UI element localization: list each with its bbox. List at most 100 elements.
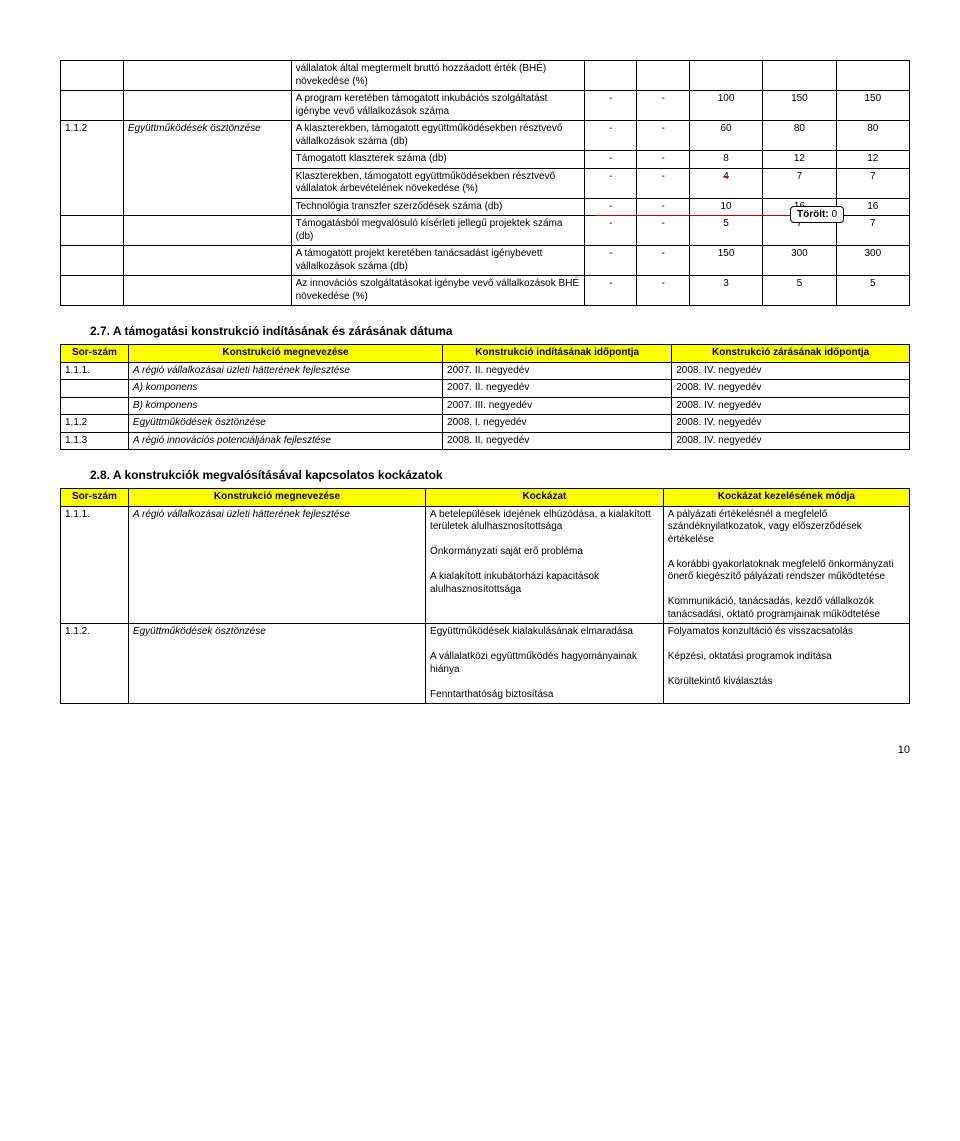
column-header: Sor-szám bbox=[61, 489, 129, 507]
row-name: Együttműködések ösztönzése bbox=[123, 121, 291, 216]
section-2-7-title: 2.7. A támogatási konstrukció indításána… bbox=[90, 324, 910, 338]
column-header: Sor-szám bbox=[61, 345, 129, 363]
value-cell: 3 bbox=[689, 276, 762, 306]
row-id bbox=[61, 246, 124, 276]
value-cell bbox=[585, 61, 637, 91]
comment-label: Törölt: bbox=[797, 209, 829, 220]
value-cell bbox=[689, 61, 762, 91]
value-cell: - bbox=[637, 91, 689, 121]
cell: A régió innovációs potenciáljának fejles… bbox=[128, 432, 442, 450]
handling-cell: Folyamatos konzultáció és visszacsatolás… bbox=[663, 624, 909, 704]
risks-table: Sor-számKonstrukció megnevezéseKockázatK… bbox=[60, 488, 910, 704]
table-row: 1.1.2Együttműködések ösztönzése2008. I. … bbox=[61, 415, 910, 433]
table-row: 1.1.2Együttműködések ösztönzéseA klaszte… bbox=[61, 121, 910, 151]
value-cell: 60 bbox=[689, 121, 762, 151]
row-name bbox=[123, 216, 291, 246]
table-row: A program keretében támogatott inkubáció… bbox=[61, 91, 910, 121]
table-row: A támogatott projekt keretében tanácsadá… bbox=[61, 246, 910, 276]
value-cell: - bbox=[585, 121, 637, 151]
section-2-8-title: 2.8. A konstrukciók megvalósításával kap… bbox=[90, 468, 910, 482]
indicator-text: Támogatásból megvalósuló kísérleti jelle… bbox=[291, 216, 585, 246]
table-row: 1.1.1.A régió vállalkozásai üzleti hátte… bbox=[61, 362, 910, 380]
cell bbox=[61, 397, 129, 415]
cell: A) komponens bbox=[128, 380, 442, 398]
table-row: 1.1.2.Együttműködések ösztönzéseEgyüttmű… bbox=[61, 624, 910, 704]
comment-old-value: 0 bbox=[831, 209, 837, 220]
value-cell: 7 bbox=[836, 216, 909, 246]
value-cell: - bbox=[585, 151, 637, 169]
table1-wrap: vállalatok által megtermelt bruttó hozzá… bbox=[60, 60, 910, 306]
cell: 2007. III. negyedév bbox=[443, 397, 672, 415]
value-cell: 80 bbox=[763, 121, 836, 151]
value-cell: - bbox=[585, 91, 637, 121]
risks-body: 1.1.1.A régió vállalkozásai üzleti hátte… bbox=[61, 506, 910, 704]
schedule-body: 1.1.1.A régió vállalkozásai üzleti hátte… bbox=[61, 362, 910, 450]
value-cell: - bbox=[637, 216, 689, 246]
column-header: Konstrukció zárásának időpontja bbox=[672, 345, 910, 363]
indicator-text: Klaszterekben, támogatott együttműködése… bbox=[291, 168, 585, 198]
cell bbox=[61, 380, 129, 398]
value-cell: - bbox=[637, 151, 689, 169]
row-name bbox=[123, 61, 291, 91]
value-cell: 4 bbox=[689, 168, 762, 198]
cell: 2008. IV. negyedév bbox=[672, 432, 910, 450]
value-cell: 10 bbox=[689, 198, 762, 216]
cell: Együttműködések ösztönzése bbox=[128, 415, 442, 433]
value-cell bbox=[763, 61, 836, 91]
row-name bbox=[123, 276, 291, 306]
value-cell: 8 bbox=[689, 151, 762, 169]
cell: 1.1.2 bbox=[61, 415, 129, 433]
schedule-table: Sor-számKonstrukció megnevezéseKonstrukc… bbox=[60, 344, 910, 450]
value-cell: 7 bbox=[763, 168, 836, 198]
value-cell: - bbox=[637, 246, 689, 276]
cell: 2007. II. negyedév bbox=[443, 362, 672, 380]
value-cell: 12 bbox=[836, 151, 909, 169]
page-number: 10 bbox=[60, 744, 910, 756]
value-cell: - bbox=[585, 198, 637, 216]
comment-connector bbox=[595, 215, 790, 216]
cell: 1.1.1. bbox=[61, 362, 129, 380]
comment-bubble: Törölt: 0 bbox=[790, 206, 844, 223]
row-id bbox=[61, 216, 124, 246]
value-cell: - bbox=[585, 276, 637, 306]
column-header: Kockázat bbox=[426, 489, 664, 507]
value-cell: 150 bbox=[689, 246, 762, 276]
value-cell: - bbox=[585, 168, 637, 198]
cell: 1.1.3 bbox=[61, 432, 129, 450]
value-cell: 100 bbox=[689, 91, 762, 121]
column-header: Konstrukció indításának időpontja bbox=[443, 345, 672, 363]
row-id bbox=[61, 61, 124, 91]
value-cell bbox=[637, 61, 689, 91]
column-header: Konstrukció megnevezése bbox=[128, 345, 442, 363]
indicators-table: vállalatok által megtermelt bruttó hozzá… bbox=[60, 60, 910, 306]
table-row: Támogatásból megvalósuló kísérleti jelle… bbox=[61, 216, 910, 246]
indicator-text: Technológia transzfer szerződések száma … bbox=[291, 198, 585, 216]
table-row: 1.1.3A régió innovációs potenciáljának f… bbox=[61, 432, 910, 450]
schedule-header-row: Sor-számKonstrukció megnevezéseKonstrukc… bbox=[61, 345, 910, 363]
cell: 2007. II. negyedév bbox=[443, 380, 672, 398]
cell: A régió vállalkozásai üzleti hátterének … bbox=[128, 362, 442, 380]
row-name: A régió vállalkozásai üzleti hátterének … bbox=[128, 506, 425, 624]
row-id bbox=[61, 276, 124, 306]
table-row: A) komponens2007. II. negyedév2008. IV. … bbox=[61, 380, 910, 398]
value-cell bbox=[836, 61, 909, 91]
column-header: Konstrukció megnevezése bbox=[128, 489, 425, 507]
indicator-text: A támogatott projekt keretében tanácsadá… bbox=[291, 246, 585, 276]
value-cell: - bbox=[637, 168, 689, 198]
value-cell: 5 bbox=[763, 276, 836, 306]
row-id: 1.1.2. bbox=[61, 624, 129, 704]
value-cell: 12 bbox=[763, 151, 836, 169]
value-cell: 16 bbox=[836, 198, 909, 216]
value-cell: 150 bbox=[763, 91, 836, 121]
value-cell: 5 bbox=[836, 276, 909, 306]
value-cell: - bbox=[585, 216, 637, 246]
table-row: B) komponens2007. III. negyedév2008. IV.… bbox=[61, 397, 910, 415]
value-cell: 300 bbox=[836, 246, 909, 276]
row-name bbox=[123, 91, 291, 121]
value-cell: 300 bbox=[763, 246, 836, 276]
table-row: 1.1.1.A régió vállalkozásai üzleti hátte… bbox=[61, 506, 910, 624]
table-row: vállalatok által megtermelt bruttó hozzá… bbox=[61, 61, 910, 91]
risk-cell: Együttműködések kialakulásának elmaradás… bbox=[426, 624, 664, 704]
value-cell: - bbox=[637, 121, 689, 151]
row-id: 1.1.1. bbox=[61, 506, 129, 624]
